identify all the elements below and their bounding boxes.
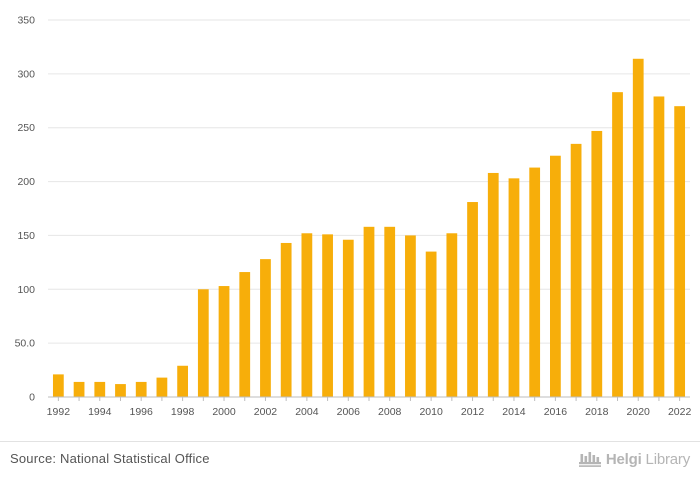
bar-2013 <box>487 172 499 397</box>
bar-1996 <box>135 381 147 397</box>
bar-2004 <box>301 233 313 397</box>
bar-2003 <box>280 242 292 397</box>
bar-1995 <box>115 384 126 397</box>
y-tick-label: 200 <box>17 176 35 188</box>
y-tick-labels: 0 50.0 100 150 200 250 300 350 <box>15 15 36 404</box>
bar-1992 <box>52 374 64 397</box>
bar-2006 <box>342 239 354 397</box>
helgilibrary-logo-icon <box>578 452 601 467</box>
bar-2011 <box>446 233 458 397</box>
x-tick-label: 2008 <box>378 406 402 418</box>
x-tick-label: 2000 <box>212 406 236 418</box>
bar-1997 <box>156 377 168 397</box>
x-tick-label: 2002 <box>254 406 278 418</box>
footer-divider <box>0 441 700 442</box>
bar-chart: 0 50.0 100 150 200 250 300 350 1992 1994 1996 1998… <box>15 15 692 419</box>
y-tick-label: 100 <box>17 284 35 296</box>
brand-name-part2: Library <box>645 450 691 468</box>
bar-2012 <box>467 202 478 397</box>
x-tick-label: 2018 <box>585 406 609 418</box>
bar-1993 <box>73 381 85 397</box>
source-note: Source: National Statistical Office <box>10 451 210 466</box>
bars <box>52 58 686 398</box>
x-tick-label: 2012 <box>461 406 485 418</box>
y-tick-label: 350 <box>17 15 35 27</box>
bar-2010 <box>425 251 437 397</box>
x-tick-label: 1992 <box>47 406 71 418</box>
y-tick-label: 300 <box>17 68 35 80</box>
x-tick-label: 2016 <box>544 406 568 418</box>
x-tick-label: 2020 <box>627 406 651 418</box>
bar-2020 <box>632 58 644 398</box>
bar-1998 <box>177 365 188 397</box>
bar-2014 <box>508 178 520 397</box>
y-tick-label: 150 <box>17 230 35 242</box>
bar-2007 <box>363 226 375 397</box>
bar-2001 <box>239 272 251 397</box>
bar-1994 <box>94 381 106 397</box>
bar-2018 <box>591 130 603 397</box>
bar-2019 <box>612 92 623 397</box>
bar-2021 <box>653 96 665 397</box>
y-tick-label: 0 <box>29 392 35 404</box>
y-tick-label: 50.0 <box>15 338 36 350</box>
brand-logo: Helgi Library <box>578 447 690 471</box>
bar-2015 <box>529 167 541 397</box>
x-tick-label: 1998 <box>171 406 195 418</box>
bar-2008 <box>384 226 396 397</box>
bar-1999 <box>197 289 209 397</box>
x-tick-label: 2022 <box>668 406 692 418</box>
bar-2002 <box>260 259 271 397</box>
bar-2009 <box>405 235 416 397</box>
axes <box>48 396 690 401</box>
x-tick-label: 2010 <box>419 406 443 418</box>
bar-2016 <box>550 155 561 397</box>
brand-name-part1: Helgi <box>605 450 642 468</box>
bar-2017 <box>570 143 582 397</box>
x-tick-label: 1994 <box>88 406 112 418</box>
x-tick-label: 2014 <box>502 406 526 418</box>
x-tick-labels: 1992 1994 1996 1998 2000 2002 2004 2006 2008 2010… <box>47 406 692 418</box>
x-tick-label: 2004 <box>295 406 319 418</box>
bar-2000 <box>218 286 230 397</box>
bar-2005 <box>322 234 333 397</box>
x-tick-label: 1996 <box>130 406 154 418</box>
y-tick-label: 250 <box>17 122 35 134</box>
x-tick-label: 2006 <box>337 406 361 418</box>
bar-2022 <box>674 106 686 398</box>
